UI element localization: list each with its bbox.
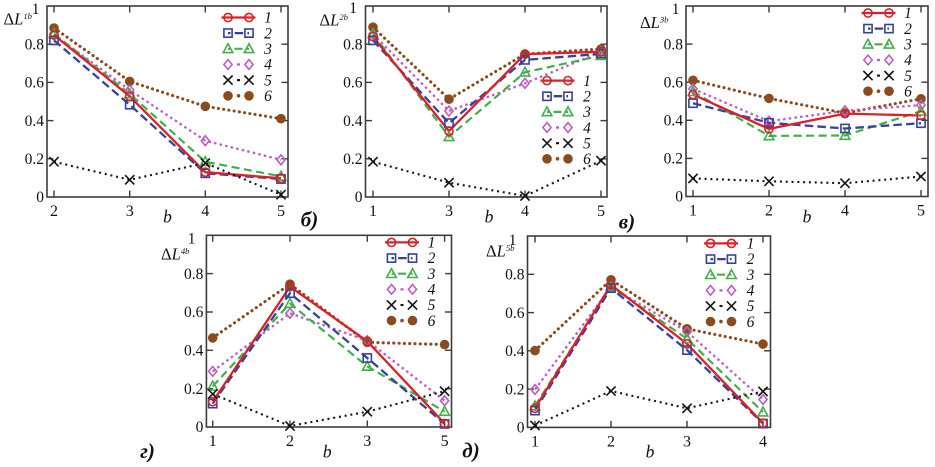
svg-text:4: 4 bbox=[264, 57, 272, 74]
svg-text:3: 3 bbox=[126, 203, 134, 220]
svg-text:1: 1 bbox=[428, 235, 436, 252]
svg-text:г): г) bbox=[140, 439, 155, 462]
svg-text:6: 6 bbox=[583, 151, 591, 168]
svg-text:0.6: 0.6 bbox=[505, 305, 525, 322]
svg-text:5: 5 bbox=[441, 433, 449, 450]
svg-text:0.8: 0.8 bbox=[25, 36, 45, 53]
svg-text:0.4: 0.4 bbox=[25, 113, 45, 130]
svg-text:5: 5 bbox=[264, 72, 272, 89]
svg-text:3: 3 bbox=[263, 41, 272, 58]
svg-text:b: b bbox=[163, 207, 172, 227]
svg-text:1: 1 bbox=[349, 0, 357, 17]
svg-text:1: 1 bbox=[583, 73, 591, 90]
svg-text:0.6: 0.6 bbox=[664, 74, 684, 91]
svg-text:0.2: 0.2 bbox=[505, 381, 524, 398]
svg-text:4: 4 bbox=[428, 282, 436, 299]
svg-text:0.2: 0.2 bbox=[664, 151, 683, 168]
svg-text:0.4: 0.4 bbox=[184, 343, 204, 360]
svg-text:3: 3 bbox=[683, 433, 691, 450]
svg-text:2: 2 bbox=[286, 433, 294, 450]
svg-text:6: 6 bbox=[747, 314, 755, 331]
svg-text:6: 6 bbox=[264, 88, 272, 105]
svg-text:2: 2 bbox=[904, 21, 912, 38]
svg-text:1: 1 bbox=[672, 1, 680, 18]
svg-text:б): б) bbox=[301, 207, 318, 231]
svg-text:3: 3 bbox=[582, 104, 591, 121]
svg-text:0.4: 0.4 bbox=[343, 113, 363, 130]
svg-text:0.8: 0.8 bbox=[184, 266, 204, 283]
svg-text:0.2: 0.2 bbox=[25, 151, 44, 168]
svg-text:b: b bbox=[323, 442, 332, 462]
svg-text:0: 0 bbox=[355, 189, 363, 206]
svg-text:2: 2 bbox=[747, 251, 755, 268]
svg-text:0: 0 bbox=[196, 419, 204, 436]
svg-text:4: 4 bbox=[201, 203, 209, 220]
svg-text:1: 1 bbox=[904, 5, 912, 22]
svg-text:b: b bbox=[803, 207, 812, 227]
svg-text:3: 3 bbox=[903, 37, 912, 54]
svg-text:2: 2 bbox=[765, 203, 773, 220]
svg-text:4: 4 bbox=[521, 203, 529, 220]
svg-text:4: 4 bbox=[747, 283, 755, 300]
svg-text:6: 6 bbox=[428, 313, 436, 330]
svg-text:0.2: 0.2 bbox=[184, 381, 203, 398]
svg-text:1: 1 bbox=[188, 230, 196, 247]
svg-text:4: 4 bbox=[583, 120, 591, 137]
svg-text:0: 0 bbox=[36, 189, 44, 206]
svg-text:0.6: 0.6 bbox=[25, 75, 45, 92]
svg-text:0: 0 bbox=[675, 189, 683, 206]
svg-text:3: 3 bbox=[746, 267, 755, 284]
svg-text:b: b bbox=[485, 207, 494, 227]
svg-text:5: 5 bbox=[277, 203, 285, 220]
svg-text:1: 1 bbox=[689, 203, 697, 220]
svg-text:5: 5 bbox=[583, 135, 591, 152]
svg-text:0.8: 0.8 bbox=[343, 36, 363, 53]
svg-text:5: 5 bbox=[597, 203, 605, 220]
svg-text:3: 3 bbox=[363, 433, 371, 450]
svg-text:6: 6 bbox=[904, 84, 912, 101]
svg-text:1: 1 bbox=[531, 433, 539, 450]
svg-text:5: 5 bbox=[917, 203, 925, 220]
svg-text:0.4: 0.4 bbox=[505, 343, 525, 360]
svg-text:0.6: 0.6 bbox=[343, 75, 363, 92]
svg-text:2: 2 bbox=[607, 433, 615, 450]
svg-text:0.8: 0.8 bbox=[664, 36, 684, 53]
svg-text:в): в) bbox=[619, 209, 635, 233]
svg-text:2: 2 bbox=[50, 203, 58, 220]
svg-text:0: 0 bbox=[517, 420, 525, 437]
svg-text:2: 2 bbox=[264, 25, 272, 42]
svg-text:0.6: 0.6 bbox=[184, 304, 204, 321]
svg-text:0.4: 0.4 bbox=[664, 113, 684, 130]
svg-text:1: 1 bbox=[369, 203, 377, 220]
svg-text:0.8: 0.8 bbox=[505, 267, 525, 284]
svg-text:2: 2 bbox=[428, 250, 436, 267]
svg-text:2: 2 bbox=[583, 89, 591, 106]
svg-text:д): д) bbox=[462, 439, 479, 463]
svg-text:b: b bbox=[646, 442, 655, 462]
svg-text:5: 5 bbox=[904, 68, 912, 85]
svg-text:0.2: 0.2 bbox=[343, 151, 362, 168]
svg-text:1: 1 bbox=[747, 236, 755, 253]
svg-text:3: 3 bbox=[445, 203, 453, 220]
svg-text:4: 4 bbox=[904, 52, 912, 69]
svg-text:4: 4 bbox=[841, 203, 849, 220]
svg-text:5: 5 bbox=[428, 297, 436, 314]
svg-text:4: 4 bbox=[759, 433, 767, 450]
svg-text:1: 1 bbox=[509, 232, 517, 249]
svg-text:1: 1 bbox=[32, 1, 40, 18]
svg-text:5: 5 bbox=[747, 298, 755, 315]
svg-text:1: 1 bbox=[264, 10, 272, 27]
svg-text:1: 1 bbox=[209, 433, 217, 450]
svg-text:3: 3 bbox=[427, 266, 436, 283]
